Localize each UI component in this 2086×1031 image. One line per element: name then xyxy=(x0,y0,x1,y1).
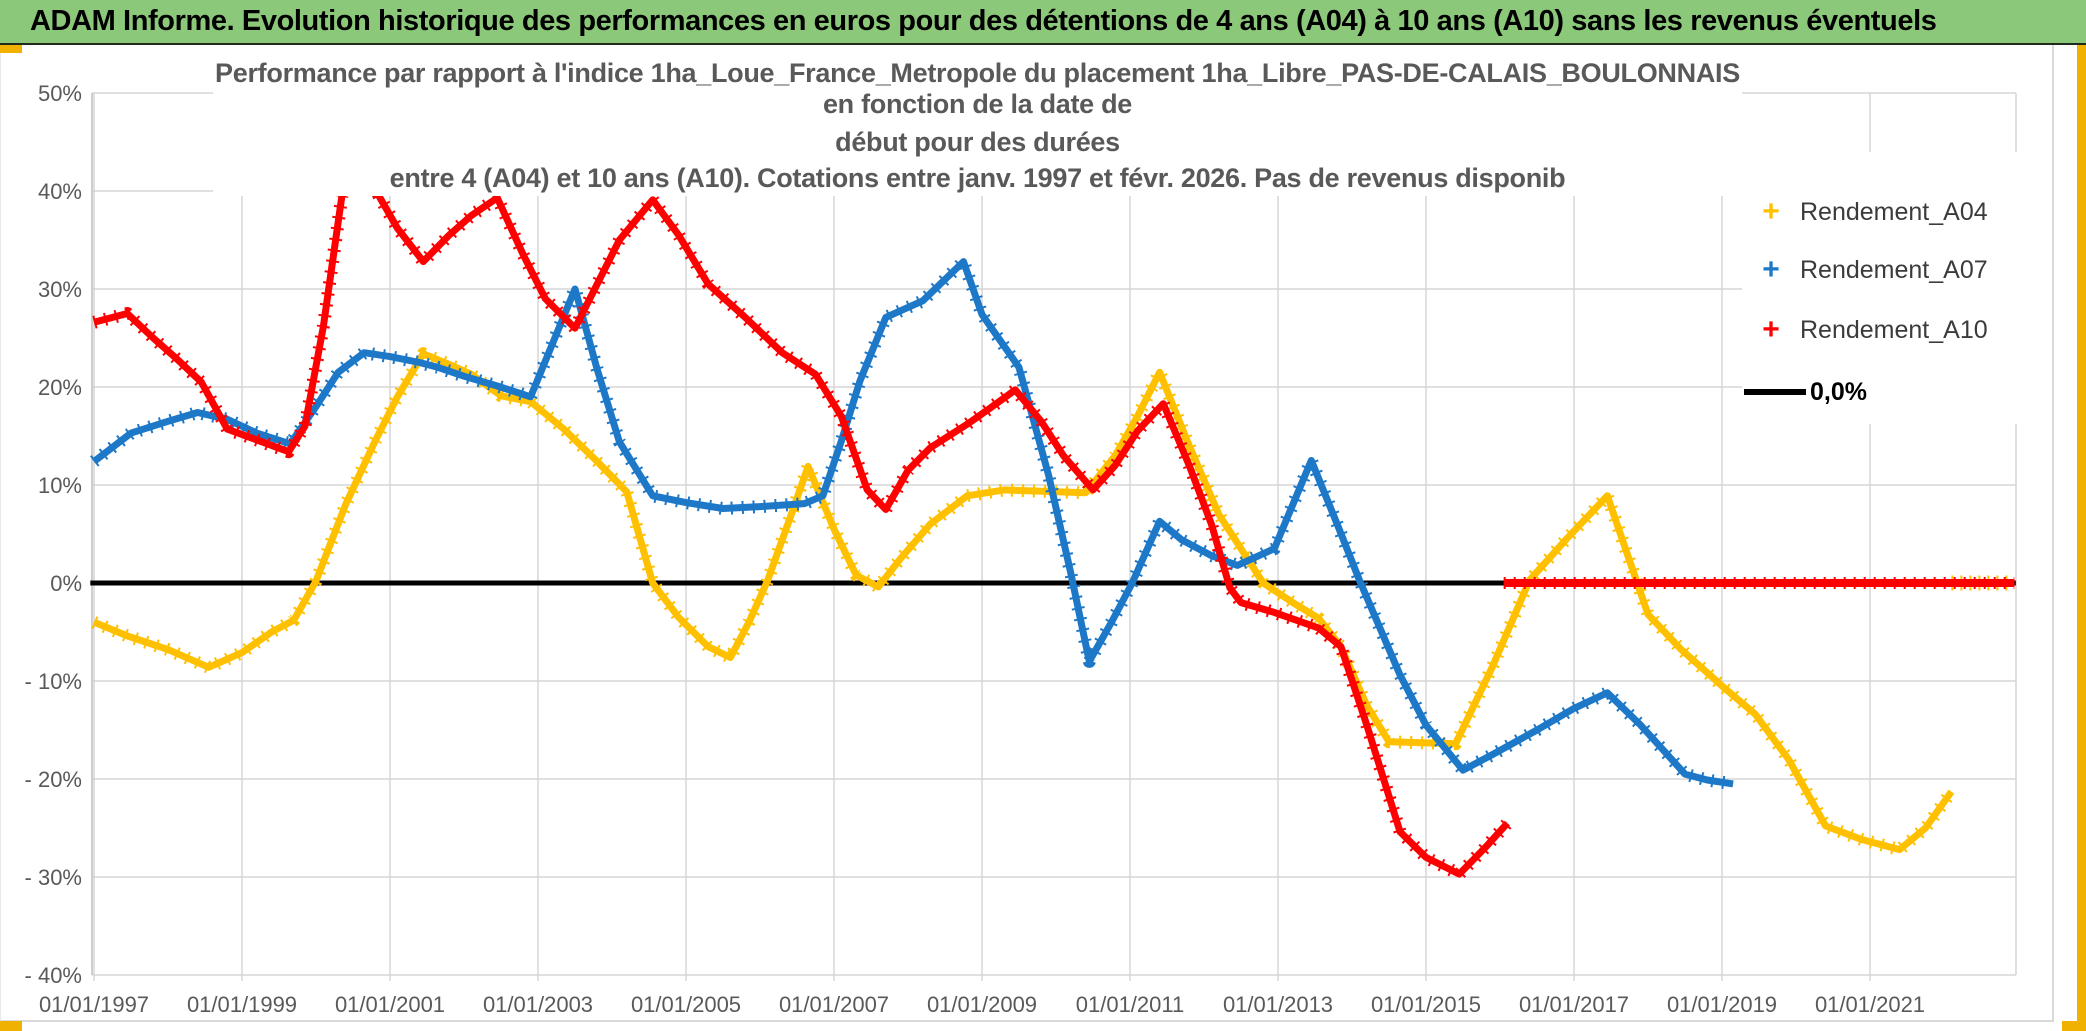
plus-marker-icon: + xyxy=(1762,313,1780,346)
legend-item-a04: + Rendement_A04 xyxy=(1742,192,2048,232)
chart-title-line-3: entre 4 (A04) et 10 ans (A10). Cotations… xyxy=(389,163,1566,193)
x-axis-label-2017: 01/01/2017 xyxy=(1518,992,1630,1017)
x-axis-label-2019: 01/01/2019 xyxy=(1666,992,1778,1017)
legend-item-zero-line: 0,0% xyxy=(1742,372,2048,412)
y-axis-label--20: - 20% xyxy=(24,767,82,792)
y-axis-label-10: 10% xyxy=(37,473,82,498)
x-axis-label-2011: 01/01/2011 xyxy=(1075,992,1185,1017)
plus-marker-icon: + xyxy=(1762,195,1780,228)
x-axis-label-1999: 01/01/1999 xyxy=(186,992,298,1017)
x-axis-label-2009: 01/01/2009 xyxy=(926,992,1038,1017)
legend-label: Rendement_A04 xyxy=(1800,197,1988,226)
series-rendement_a04-fringe xyxy=(91,347,1957,857)
legend-label: Rendement_A10 xyxy=(1800,315,1988,344)
x-axis-label-2015: 01/01/2015 xyxy=(1370,992,1482,1017)
legend-label: Rendement_A07 xyxy=(1800,255,1988,284)
plus-marker-icon: + xyxy=(1762,253,1780,286)
chart-title: Performance par rapport à l'indice 1ha_L… xyxy=(213,50,1742,196)
series-rendement_a10 xyxy=(93,128,1510,878)
y-axis-label-50: 50% xyxy=(37,81,82,106)
accent-strip-top-left xyxy=(0,45,22,53)
x-axis-label-2001: 01/01/2001 xyxy=(334,992,446,1017)
x-axis-label-2021: 01/01/2021 xyxy=(1814,992,1926,1017)
x-axis-label-2013: 01/01/2013 xyxy=(1222,992,1334,1017)
x-axis-label-1997: 01/01/1997 xyxy=(38,992,150,1017)
series-rendement_a07 xyxy=(91,258,1734,788)
legend-label: 0,0% xyxy=(1810,377,1867,406)
accent-strip-right xyxy=(2077,45,2086,1031)
y-axis-label-40: 40% xyxy=(37,179,82,204)
x-axis-label-2003: 01/01/2003 xyxy=(482,992,594,1017)
zero-line-swatch-icon xyxy=(1744,389,1806,395)
x-axis-label-2007: 01/01/2007 xyxy=(778,992,890,1017)
y-axis-label--30: - 30% xyxy=(24,865,82,890)
x-axis-label-2005: 01/01/2005 xyxy=(630,992,742,1017)
y-axis-label-30: 30% xyxy=(37,277,82,302)
legend-item-a10: + Rendement_A10 xyxy=(1742,310,2048,350)
y-axis-label--40: - 40% xyxy=(24,963,82,988)
y-axis-label-20: 20% xyxy=(37,375,82,400)
chart-title-line-2: début pour des durées xyxy=(835,127,1120,157)
chart-frame xyxy=(0,45,2054,1022)
legend: + Rendement_A04 + Rendement_A07 + Rendem… xyxy=(1742,152,2048,424)
y-axis-label-0: 0% xyxy=(50,571,82,596)
legend-item-a07: + Rendement_A07 xyxy=(1742,250,2048,290)
y-axis-label--10: - 10% xyxy=(24,669,82,694)
banner-title: ADAM Informe. Evolution historique des p… xyxy=(30,5,1937,37)
chart-title-line-1: Performance par rapport à l'indice 1ha_L… xyxy=(215,58,1740,119)
title-banner: ADAM Informe. Evolution historique des p… xyxy=(0,0,2086,45)
accent-strip-bottom-right xyxy=(2062,1021,2086,1031)
accent-strip-bottom-left xyxy=(0,1021,22,1031)
series-rendement_a04 xyxy=(92,350,1955,854)
